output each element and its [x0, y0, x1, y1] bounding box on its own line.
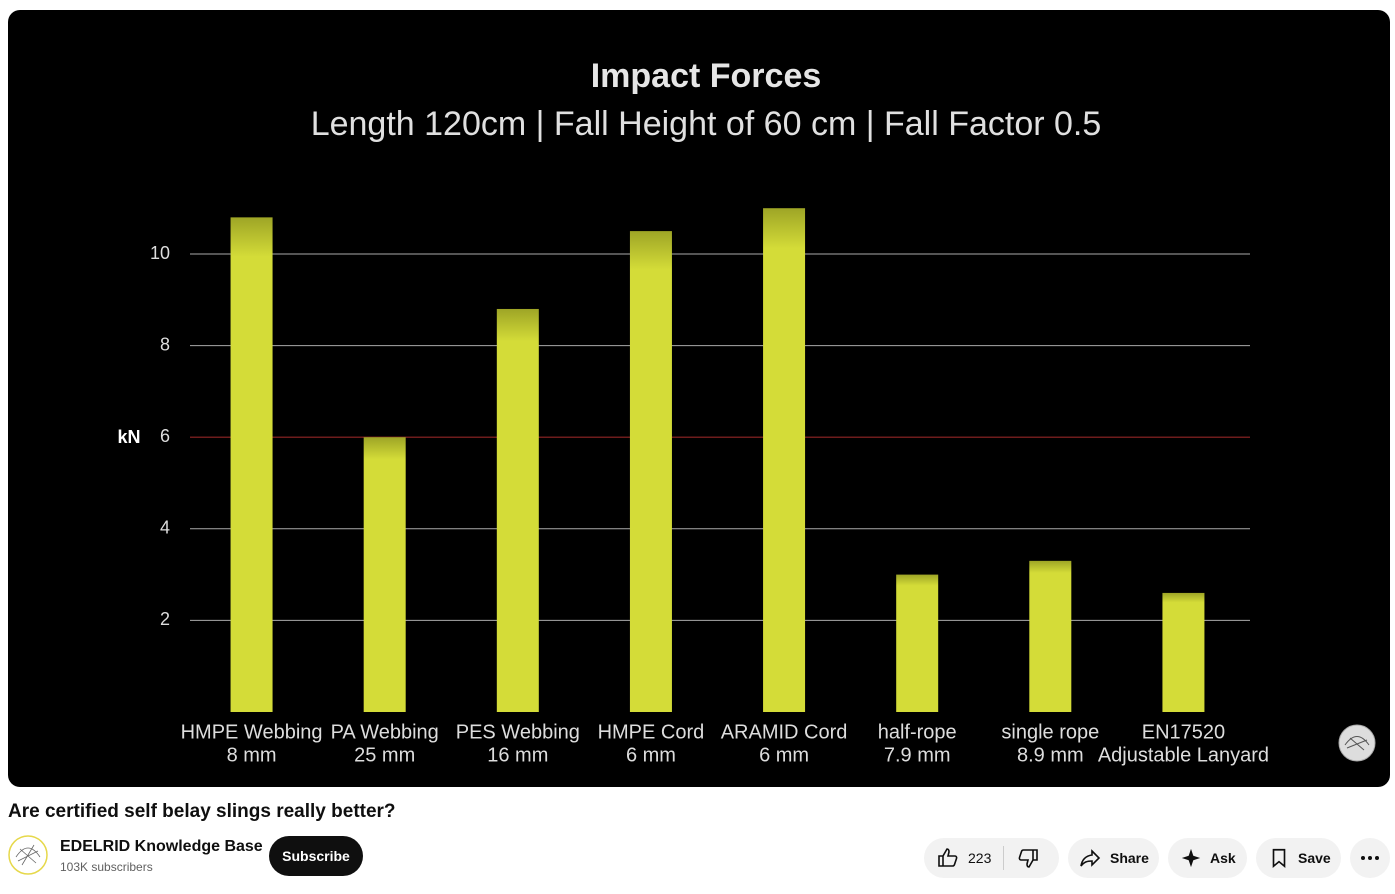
- x-tick-label: ARAMID Cord: [721, 721, 848, 743]
- channel-watermark: [1338, 724, 1376, 762]
- y-tick-label: 10: [150, 243, 170, 263]
- bar: [763, 208, 806, 712]
- y-tick-label: 6: [160, 426, 170, 446]
- bar: [363, 437, 406, 712]
- x-tick-label: HMPE Webbing: [181, 721, 323, 743]
- x-tick-label: Adjustable Lanyard: [1098, 744, 1269, 766]
- like-icon[interactable]: [936, 846, 960, 870]
- more-button[interactable]: [1350, 838, 1390, 878]
- x-tick-label: 25 mm: [354, 744, 415, 766]
- channel-name[interactable]: EDELRID Knowledge Base: [60, 838, 263, 855]
- like-count: 223: [968, 850, 992, 866]
- more-icon: [1361, 856, 1379, 860]
- ask-icon: [1181, 848, 1201, 868]
- x-tick-label: 6 mm: [626, 744, 676, 766]
- save-label: Save: [1298, 850, 1331, 866]
- ask-label: Ask: [1210, 850, 1236, 866]
- bar: [1029, 560, 1072, 712]
- x-tick-label: 7.9 mm: [884, 744, 951, 766]
- x-tick-label: HMPE Cord: [598, 721, 705, 743]
- x-tick-label: single rope: [1001, 721, 1099, 743]
- y-axis-label: kN: [117, 427, 140, 447]
- x-tick-label: 8.9 mm: [1017, 744, 1084, 766]
- x-tick-label: PA Webbing: [331, 721, 439, 743]
- share-icon: [1080, 849, 1101, 867]
- share-button[interactable]: Share: [1068, 838, 1159, 878]
- subscriber-count: 103K subscribers: [60, 860, 153, 874]
- x-tick-label: EN17520: [1142, 721, 1225, 743]
- y-tick-label: 2: [160, 609, 170, 629]
- like-dislike: 223: [924, 838, 1059, 878]
- x-tick-label: PES Webbing: [456, 721, 580, 743]
- bar: [896, 574, 939, 712]
- bar: [629, 231, 672, 712]
- share-label: Share: [1110, 850, 1149, 866]
- save-icon: [1272, 848, 1286, 869]
- chart-subtitle: Length 120cm | Fall Height of 60 cm | Fa…: [311, 105, 1102, 143]
- video-title: Are certified self belay slings really b…: [8, 801, 396, 822]
- channel-avatar[interactable]: [8, 835, 48, 875]
- bar: [496, 308, 539, 712]
- dislike-icon[interactable]: [1016, 846, 1040, 870]
- save-button[interactable]: Save: [1256, 838, 1341, 878]
- chart-title: Impact Forces: [591, 57, 822, 95]
- x-tick-label: 6 mm: [759, 744, 809, 766]
- x-tick-label: 8 mm: [227, 744, 277, 766]
- subscribe-button[interactable]: Subscribe: [269, 836, 363, 876]
- bar: [230, 217, 273, 713]
- x-tick-label: half-rope: [878, 721, 957, 743]
- y-tick-label: 8: [160, 334, 170, 354]
- x-tick-label: 16 mm: [487, 744, 548, 766]
- video-player[interactable]: Impact Forces Length 120cm | Fall Height…: [8, 10, 1390, 787]
- ask-button[interactable]: Ask: [1168, 838, 1247, 878]
- y-tick-label: 4: [160, 518, 170, 538]
- bar: [1162, 592, 1205, 712]
